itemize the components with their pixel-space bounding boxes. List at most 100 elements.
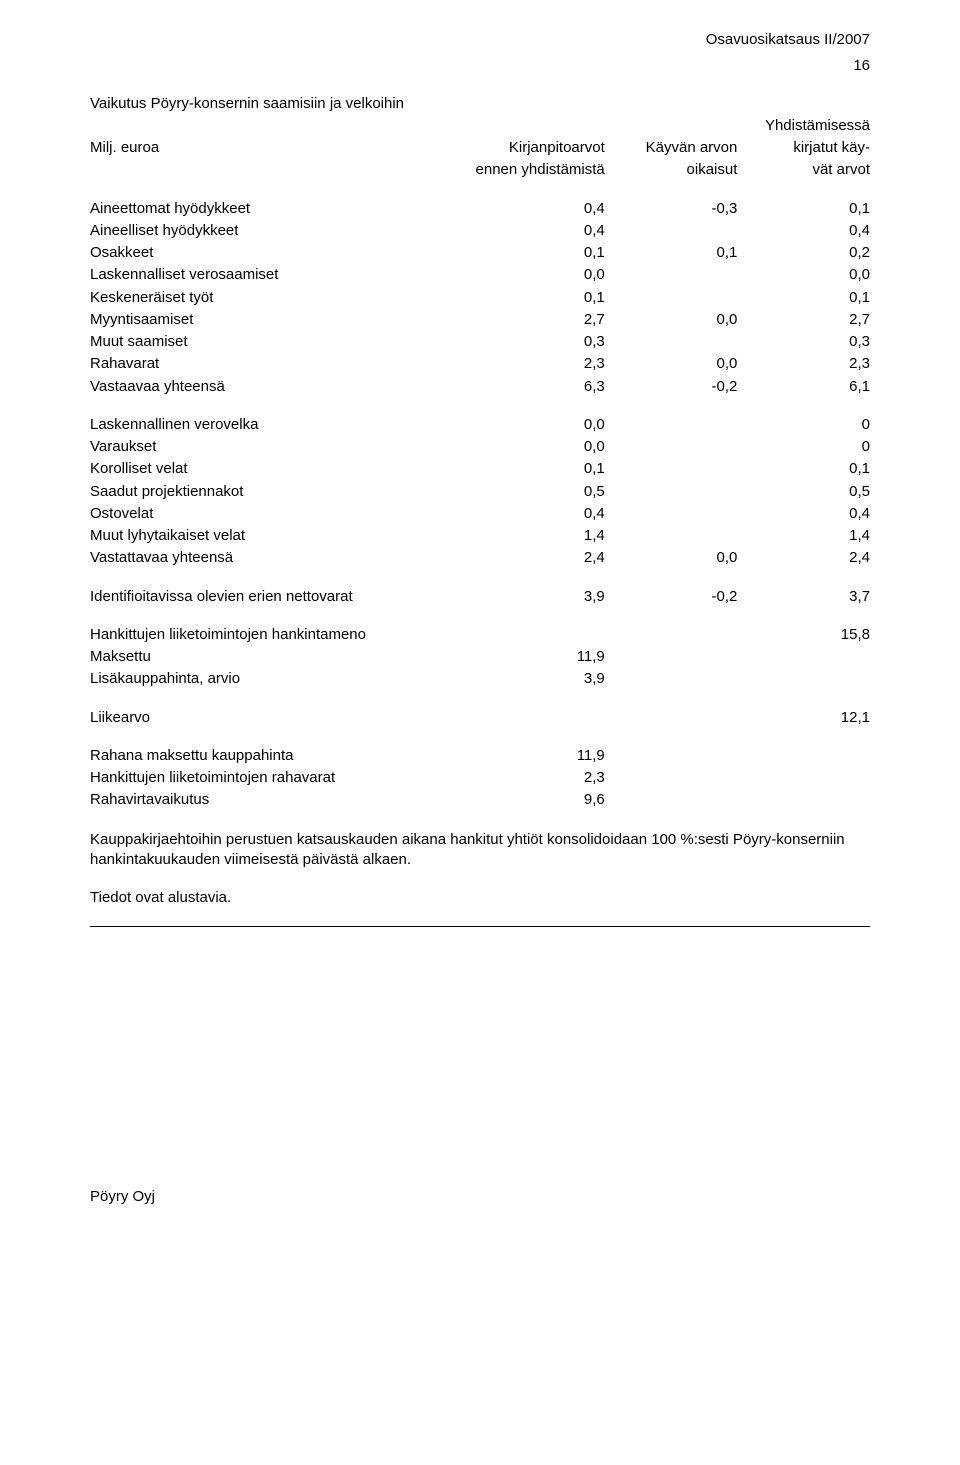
row-val-c	[737, 646, 870, 668]
table-row-goodwill: Liikearvo 12,1	[90, 707, 870, 729]
table-row: Korolliset velat 0,1 0,1	[90, 458, 870, 480]
row-val-a: 0,5	[472, 481, 605, 503]
row-val-b: -0,2	[605, 376, 738, 398]
row-val-a: 2,7	[472, 309, 605, 331]
row-val-c: 6,1	[737, 376, 870, 398]
table-row: Aineettomat hyödykkeet 0,4 -0,3 0,1	[90, 198, 870, 220]
row-val-c: 0,0	[737, 264, 870, 286]
row-val-b	[605, 624, 738, 646]
row-label: Muut lyhytaikaiset velat	[90, 525, 472, 547]
row-label: Laskennallinen verovelka	[90, 414, 472, 436]
row-val-b	[605, 331, 738, 353]
row-val-b	[605, 503, 738, 525]
table-row: Hankittujen liiketoimintojen hankintamen…	[90, 624, 870, 646]
note-paragraph-1: Kauppakirjaehtoihin perustuen katsauskau…	[90, 830, 870, 871]
row-val-c: 0,1	[737, 287, 870, 309]
row-label: Laskennalliset verosaamiset	[90, 264, 472, 286]
table-row: Hankittujen liiketoimintojen rahavarat 2…	[90, 767, 870, 789]
row-val-c: 0,4	[737, 503, 870, 525]
row-val-a: 2,3	[472, 353, 605, 375]
row-val-a: 0,4	[472, 220, 605, 242]
row-val-a: 0,0	[472, 264, 605, 286]
table-row: Laskennallinen verovelka 0,0 0	[90, 414, 870, 436]
row-val-b	[605, 525, 738, 547]
row-label: Aineelliset hyödykkeet	[90, 220, 472, 242]
row-val-a: 3,9	[472, 668, 605, 690]
table-row: Saadut projektiennakot 0,5 0,5	[90, 481, 870, 503]
table-row: Muut saamiset 0,3 0,3	[90, 331, 870, 353]
header-row-3: ennen yhdistämistä oikaisut vät arvot	[90, 159, 870, 181]
note-paragraph-2: Tiedot ovat alustavia.	[90, 888, 870, 908]
col-b-header-1: Käyvän arvon	[605, 137, 738, 159]
row-val-a: 11,9	[472, 745, 605, 767]
table-row: Osakkeet 0,1 0,1 0,2	[90, 242, 870, 264]
row-val-b	[605, 458, 738, 480]
financial-table: Vaikutus Pöyry-konsernin saamisiin ja ve…	[90, 93, 870, 812]
table-row: Rahavirtavaikutus 9,6	[90, 789, 870, 811]
row-label: Muut saamiset	[90, 331, 472, 353]
row-val-b	[605, 789, 738, 811]
row-val-c: 0,1	[737, 458, 870, 480]
row-label: Ostovelat	[90, 503, 472, 525]
row-label: Varaukset	[90, 436, 472, 458]
table-row: Aineelliset hyödykkeet 0,4 0,4	[90, 220, 870, 242]
col-b-header-2: oikaisut	[605, 159, 738, 181]
row-val-c	[737, 745, 870, 767]
footer-company: Pöyry Oyj	[90, 1187, 870, 1207]
table-row-total: Vastattavaa yhteensä 2,4 0,0 2,4	[90, 547, 870, 569]
table-title-row: Vaikutus Pöyry-konsernin saamisiin ja ve…	[90, 93, 870, 115]
col-a-header-2: ennen yhdistämistä	[472, 159, 605, 181]
table-row: Lisäkauppahinta, arvio 3,9	[90, 668, 870, 690]
table-row: Ostovelat 0,4 0,4	[90, 503, 870, 525]
row-val-b	[605, 414, 738, 436]
table-row-total: Vastaavaa yhteensä 6,3 -0,2 6,1	[90, 376, 870, 398]
row-val-c: 0,4	[737, 220, 870, 242]
row-val-a: 2,3	[472, 767, 605, 789]
row-val-b: 0,1	[605, 242, 738, 264]
row-val-a: 0,1	[472, 242, 605, 264]
table-row: Maksettu 11,9	[90, 646, 870, 668]
table-row: Keskeneräiset työt 0,1 0,1	[90, 287, 870, 309]
row-val-c: 1,4	[737, 525, 870, 547]
row-val-b: -0,2	[605, 586, 738, 608]
row-val-b	[605, 287, 738, 309]
col-c-header-1: kirjatut käy-	[737, 137, 870, 159]
row-val-b	[605, 707, 738, 729]
header-row-1: Yhdistämisessä	[90, 115, 870, 137]
row-val-a: 9,6	[472, 789, 605, 811]
row-val-a: 0,3	[472, 331, 605, 353]
row-val-b: 0,0	[605, 547, 738, 569]
row-val-c: 15,8	[737, 624, 870, 646]
row-val-c: 0,1	[737, 198, 870, 220]
row-label: Maksettu	[90, 646, 472, 668]
table-row-net: Identifioitavissa olevien erien nettovar…	[90, 586, 870, 608]
row-val-b	[605, 264, 738, 286]
row-val-a: 0,0	[472, 414, 605, 436]
header-row-2: Milj. euroa Kirjanpitoarvot Käyvän arvon…	[90, 137, 870, 159]
row-label: Myyntisaamiset	[90, 309, 472, 331]
row-val-b: 0,0	[605, 309, 738, 331]
page-number: 16	[90, 56, 870, 76]
col-c-header-0: Yhdistämisessä	[737, 115, 870, 137]
row-label: Rahavarat	[90, 353, 472, 375]
table-title: Vaikutus Pöyry-konsernin saamisiin ja ve…	[90, 93, 870, 115]
row-val-b	[605, 767, 738, 789]
row-val-a: 0,0	[472, 436, 605, 458]
row-val-c	[737, 789, 870, 811]
row-label: Vastaavaa yhteensä	[90, 376, 472, 398]
row-label: Identifioitavissa olevien erien nettovar…	[90, 586, 472, 608]
row-val-c	[737, 767, 870, 789]
row-val-b	[605, 436, 738, 458]
row-val-c: 0,2	[737, 242, 870, 264]
row-val-a: 1,4	[472, 525, 605, 547]
row-label: Osakkeet	[90, 242, 472, 264]
row-val-a: 0,4	[472, 198, 605, 220]
row-val-a: 0,4	[472, 503, 605, 525]
row-val-b	[605, 745, 738, 767]
row-label: Lisäkauppahinta, arvio	[90, 668, 472, 690]
row-label: Hankittujen liiketoimintojen rahavarat	[90, 767, 472, 789]
col-c-header-2: vät arvot	[737, 159, 870, 181]
section-divider	[90, 926, 870, 927]
row-val-c: 2,4	[737, 547, 870, 569]
row-label: Keskeneräiset työt	[90, 287, 472, 309]
